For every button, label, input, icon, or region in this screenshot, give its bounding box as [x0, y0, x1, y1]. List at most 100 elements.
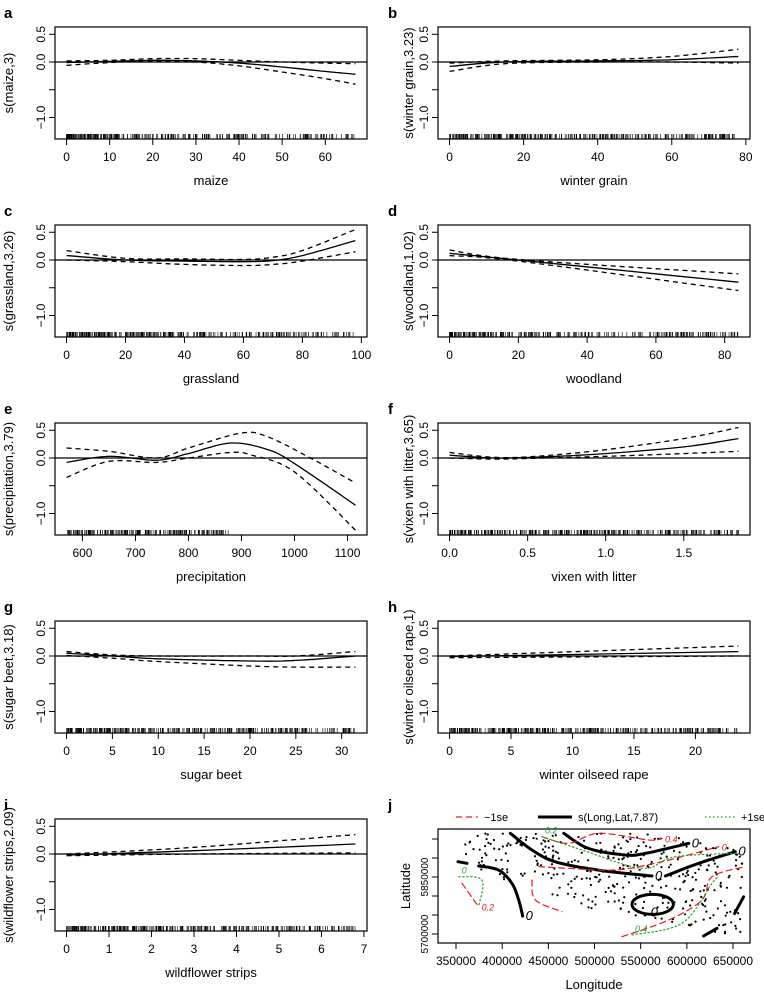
sample-point	[607, 900, 610, 903]
upper-ci-line	[66, 57, 356, 65]
upper-ci-line	[449, 48, 739, 64]
y-tick-label: 0.5	[417, 620, 431, 637]
sample-point	[586, 869, 589, 873]
sample-point	[541, 873, 545, 876]
sample-point	[699, 864, 702, 867]
sample-point	[539, 864, 543, 867]
x-tick-label: 800	[178, 546, 198, 560]
panel-e: e 600 700 800 900 1000 1100 precipitation −1.0 0.…	[1, 401, 368, 584]
sample-point	[493, 847, 496, 850]
sample-point	[634, 902, 637, 906]
x-tick-label: 50	[275, 150, 289, 164]
x-tick-label: 25	[289, 744, 303, 758]
sample-point	[705, 868, 709, 871]
sample-point	[575, 875, 578, 878]
y-tick-label: −1.0	[417, 699, 431, 723]
sample-points	[464, 832, 744, 935]
y-tick-label: 0.5	[34, 224, 48, 241]
sample-point	[694, 878, 698, 881]
sample-point	[544, 845, 547, 848]
rug	[449, 728, 738, 733]
sample-point	[540, 842, 543, 845]
x-tick-label: 350000	[436, 954, 476, 968]
contour-lower	[461, 882, 480, 908]
sample-point	[635, 849, 639, 852]
x-tick-label: 0	[446, 150, 453, 164]
contour-fit	[508, 831, 654, 878]
rug	[449, 134, 735, 139]
rug	[66, 332, 354, 337]
contour-fit	[733, 895, 746, 915]
sample-point	[468, 841, 471, 844]
sample-point	[594, 875, 597, 879]
x-axis-title: wildflower strips	[164, 965, 257, 980]
sample-point	[478, 848, 481, 851]
lower-ci-line	[449, 61, 739, 73]
sample-point	[506, 859, 509, 863]
y-tick-label: −1.0	[34, 105, 48, 129]
sample-point	[644, 881, 647, 884]
sample-point	[550, 877, 553, 880]
sample-point	[613, 885, 616, 888]
sample-point	[504, 852, 507, 855]
sample-point	[509, 844, 512, 847]
y-tick-label: −1.0	[417, 501, 431, 525]
smooth-fit-line	[66, 652, 356, 662]
sample-point	[651, 884, 654, 888]
sample-point	[634, 876, 638, 879]
panel-c: c 0 20 40 60 80 100 grassland −1.0 0.0 0.5 s(grassl…	[1, 203, 372, 386]
sample-point	[629, 870, 632, 873]
sample-point	[595, 842, 598, 845]
sample-point	[547, 840, 550, 843]
sample-point	[681, 841, 685, 844]
panel-h: h 0 5 10 15 20 winter oilseed rape −1.0 0.0 0.5s(…	[388, 599, 751, 782]
panel-label: b	[388, 5, 397, 22]
sample-point	[492, 838, 496, 842]
sample-point	[580, 877, 583, 881]
sample-point	[691, 876, 694, 879]
contour-label: 0	[722, 843, 727, 853]
sample-point	[686, 869, 689, 873]
sample-point	[598, 873, 601, 876]
y-tick-label: −1.0	[34, 897, 48, 921]
sample-point	[660, 866, 663, 869]
x-tick-label: 600	[72, 546, 92, 560]
sample-point	[551, 834, 554, 838]
sample-point	[676, 858, 680, 861]
x-tick-label: 15	[197, 744, 211, 758]
contour-label: 0	[692, 835, 700, 850]
x-tick-label: 5	[508, 744, 515, 758]
sample-point	[566, 892, 570, 895]
panel-label: j	[387, 797, 392, 814]
sample-point	[622, 886, 625, 889]
sample-point	[604, 890, 607, 894]
sample-point	[659, 857, 662, 860]
y-axis-title: s(maize,3)	[1, 53, 16, 114]
sample-point	[498, 848, 501, 851]
sample-point	[637, 844, 640, 848]
contour-label: 0	[655, 868, 663, 883]
upper-ci-line	[449, 645, 739, 657]
smooth-fit-line	[449, 650, 739, 658]
x-tick-label: 40	[580, 348, 594, 362]
panel-label: f	[388, 401, 394, 418]
sample-point	[669, 863, 672, 866]
y-axis-title: s(woodland,1.02)	[401, 231, 416, 331]
sample-point	[519, 836, 522, 840]
x-tick-label: 0	[63, 150, 70, 164]
sample-point	[726, 847, 729, 850]
lower-ci-line	[449, 450, 739, 460]
sample-point	[642, 841, 645, 844]
contour-fit	[663, 850, 737, 878]
sample-point	[621, 858, 624, 861]
legend: −1se s(Long,Lat,7.87) +1se	[456, 812, 764, 824]
sample-point	[635, 893, 638, 896]
contour-label: 0.2	[545, 826, 558, 836]
sample-point	[642, 900, 646, 904]
plot-frame	[54, 620, 368, 734]
y-tick-label: 0.0	[34, 845, 48, 862]
contour-label: 0.4	[665, 834, 678, 844]
sample-point	[654, 916, 657, 920]
panel-d: d 0 20 40 60 80 woodland −1.0 0.0 0.5s(woodland,1…	[388, 203, 751, 386]
